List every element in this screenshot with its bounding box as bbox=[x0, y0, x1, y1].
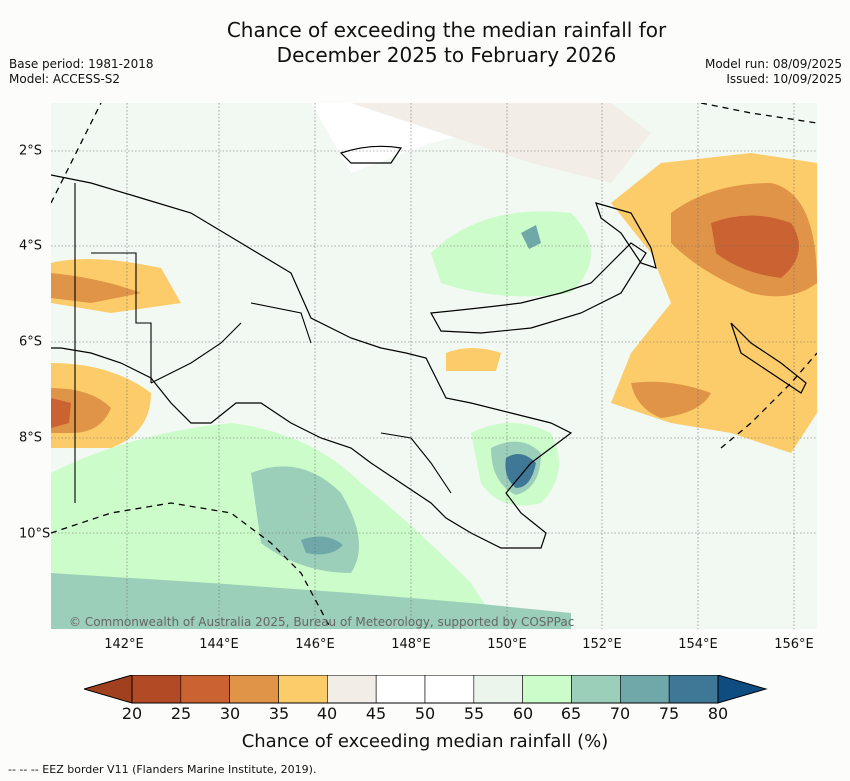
colorbar-label-70: 70 bbox=[609, 704, 631, 723]
region-30-35-southeast bbox=[631, 381, 711, 418]
colorbar-label-60: 60 bbox=[512, 704, 534, 723]
eez-legend: -- -- -- EEZ border V11 (Flanders Marine… bbox=[8, 763, 317, 776]
border-enga bbox=[250, 302, 312, 344]
colorbar bbox=[84, 675, 768, 704]
lon-tick-154e: 154°E bbox=[678, 637, 718, 652]
colorbar-outline bbox=[131, 675, 719, 704]
region-70-75-south bbox=[301, 536, 343, 555]
eez-north-west bbox=[51, 103, 102, 204]
colorbar-cell-55 bbox=[473, 675, 523, 704]
region-75-80-east bbox=[505, 454, 536, 488]
lat-tick-4s: 4°S bbox=[19, 238, 43, 254]
lat-tick-10s: 10°S bbox=[19, 526, 51, 542]
manus-coastline bbox=[339, 145, 403, 164]
lat-tick-6s: 6°S bbox=[19, 334, 43, 350]
border-central bbox=[380, 432, 452, 494]
colorbar-cell-20 bbox=[131, 675, 182, 704]
province-borders bbox=[74, 183, 452, 503]
colorbar-label-45: 45 bbox=[365, 704, 387, 723]
border-highlands bbox=[150, 322, 242, 384]
region-35-40-central bbox=[446, 348, 501, 371]
colorbar-label-80: 80 bbox=[707, 704, 729, 723]
meta-right: Model run: 08/09/2025 Issued: 10/09/2025 bbox=[705, 57, 842, 87]
lon-tick-144e: 144°E bbox=[199, 637, 239, 652]
eez-east bbox=[720, 352, 817, 449]
issued-date: Issued: 10/09/2025 bbox=[726, 72, 842, 86]
meta-left: Base period: 1981-2018 Model: ACCESS-S2 bbox=[9, 57, 154, 87]
lon-tick-148e: 148°E bbox=[391, 637, 431, 652]
region-25-30-east bbox=[711, 215, 799, 278]
colorbar-cell-70 bbox=[620, 675, 670, 704]
lon-tick-156e: 156°E bbox=[774, 637, 814, 652]
lon-tick-146e: 146°E bbox=[295, 637, 335, 652]
title-line-1: Chance of exceeding the median rainfall … bbox=[226, 18, 667, 42]
border-west-sepik bbox=[91, 252, 152, 383]
colorbar-label-75: 75 bbox=[658, 704, 680, 723]
coastlines bbox=[51, 145, 807, 549]
colorbar-label-55: 55 bbox=[463, 704, 485, 723]
colorbar-cell-50 bbox=[424, 675, 475, 704]
colorbar-cell-45 bbox=[375, 675, 426, 704]
bougainville-coastline bbox=[730, 322, 807, 394]
new-guinea-coastline bbox=[51, 174, 573, 549]
eez-borders bbox=[51, 103, 817, 629]
colorbar-cell-65 bbox=[571, 675, 621, 704]
colorbar-label-50: 50 bbox=[414, 704, 436, 723]
colorbar-cell-30 bbox=[229, 675, 279, 704]
map-canvas bbox=[51, 103, 817, 629]
title-line-2: December 2025 to February 2026 bbox=[276, 43, 617, 67]
colorbar-high-extension bbox=[717, 675, 768, 704]
copyright-credit: © Commonwealth of Australia 2025, Bureau… bbox=[69, 615, 575, 629]
region-70-75-north bbox=[521, 225, 541, 249]
colorbar-label-40: 40 bbox=[316, 704, 338, 723]
eez-north-east bbox=[700, 103, 817, 124]
colorbar-label-20: 20 bbox=[121, 704, 143, 723]
colorbar-label-25: 25 bbox=[170, 704, 192, 723]
colorbar-title: Chance of exceeding median rainfall (%) bbox=[241, 731, 609, 752]
graticule bbox=[51, 103, 817, 629]
colorbar-cell-25 bbox=[180, 675, 230, 704]
colorbar-low-extension bbox=[84, 675, 133, 704]
colorbar-cell-40 bbox=[327, 675, 377, 704]
lat-tick-2s: 2°S bbox=[19, 143, 43, 159]
model-name: Model: ACCESS-S2 bbox=[9, 72, 121, 86]
region-25-30-southwest bbox=[51, 398, 71, 428]
colorbar-cells bbox=[84, 675, 768, 704]
base-period: Base period: 1981-2018 bbox=[9, 57, 154, 71]
region-65-70-southwest bbox=[51, 573, 571, 629]
colorbar-label-35: 35 bbox=[268, 704, 290, 723]
colorbar-cell-35 bbox=[278, 675, 328, 704]
colorbar-label-65: 65 bbox=[560, 704, 582, 723]
chart-title: Chance of exceeding the median rainfall … bbox=[0, 18, 850, 68]
model-run: Model run: 08/09/2025 bbox=[704, 57, 842, 71]
lon-tick-142e: 142°E bbox=[104, 637, 144, 652]
shaded-probability-regions bbox=[51, 103, 817, 629]
lat-tick-8s: 8°S bbox=[19, 430, 43, 446]
region-60-65-north bbox=[431, 211, 591, 297]
colorbar-cell-75 bbox=[668, 675, 719, 704]
eez-south bbox=[51, 502, 332, 629]
colorbar-cell-60 bbox=[522, 675, 572, 704]
lon-tick-150e: 150°E bbox=[487, 637, 527, 652]
region-30-35-west bbox=[51, 273, 141, 303]
rainfall-map: © Commonwealth of Australia 2025, Bureau… bbox=[51, 103, 817, 629]
colorbar-label-30: 30 bbox=[219, 704, 241, 723]
new-ireland-coastline bbox=[595, 202, 657, 269]
new-britain-coastline bbox=[430, 242, 647, 334]
region-40-45-north bbox=[351, 103, 651, 183]
lon-tick-152e: 152°E bbox=[582, 637, 622, 652]
